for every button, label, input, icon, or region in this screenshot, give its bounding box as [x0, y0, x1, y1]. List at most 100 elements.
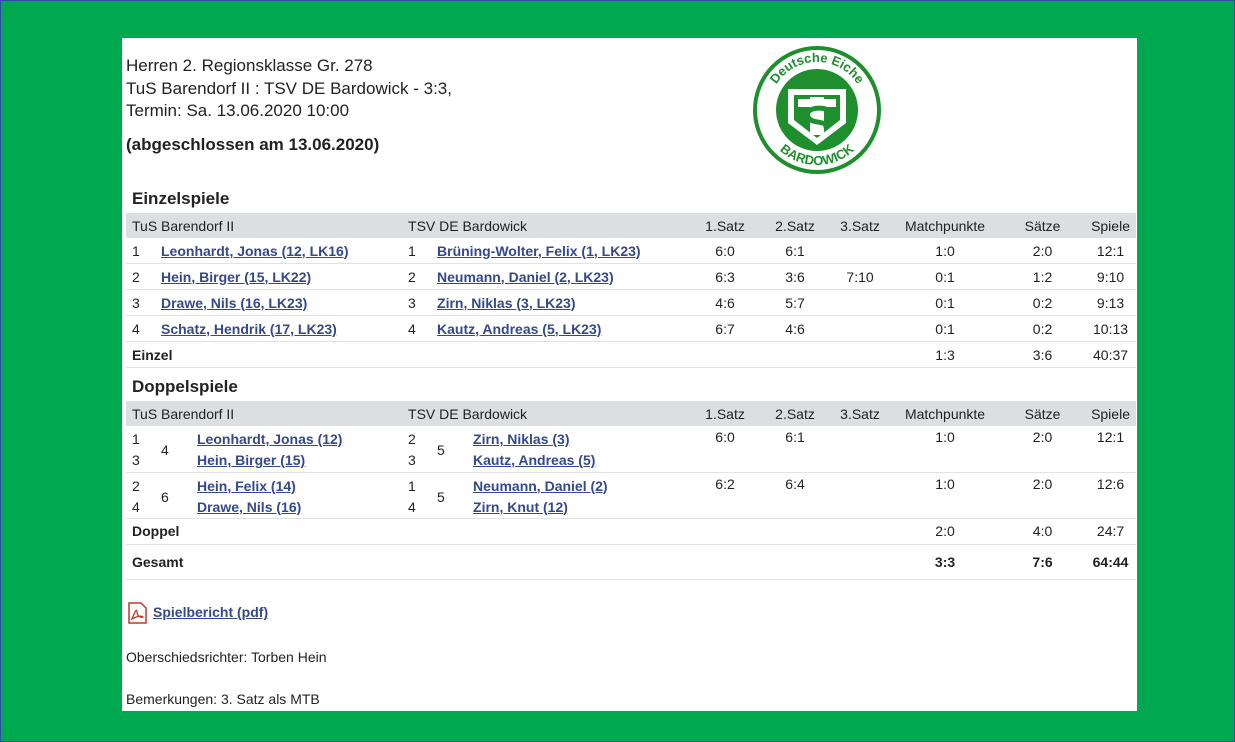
- remarks: Bemerkungen: 3. Satz als MTB: [126, 691, 320, 707]
- games: 10:13: [1085, 315, 1137, 342]
- set-score: 6:1: [760, 426, 831, 473]
- set-score: 6:7: [690, 315, 761, 342]
- set-score: 6:3: [690, 263, 761, 290]
- matchpoints: 0:1: [890, 289, 1001, 316]
- matchpoints: 1:0: [890, 238, 1001, 264]
- pair-names: Hein, Felix (14) Drawe, Nils (16): [197, 476, 301, 518]
- player-link[interactable]: Zirn, Niklas (3, LK23): [437, 294, 576, 311]
- column-header: 1.Satz: [690, 401, 761, 426]
- name-line: Kautz, Andreas (5): [473, 450, 595, 471]
- logo-year: v.1899: [801, 73, 834, 85]
- column-header: 2.Satz: [760, 213, 831, 238]
- referee: Oberschiedsrichter: Torben Hein: [126, 649, 327, 665]
- set-score: 5:7: [760, 289, 831, 316]
- player-link[interactable]: Zirn, Niklas (3): [473, 431, 570, 447]
- column-header: 3.Satz: [830, 213, 891, 238]
- player-cell: 5 Neumann, Daniel (2) Zirn, Knut (12): [431, 472, 691, 519]
- position: 4: [402, 315, 432, 342]
- match-row: 2 Hein, Birger (15, LK22) 2 Neumann, Daniel…: [126, 263, 1137, 290]
- column-header: Matchpunkte: [890, 213, 1001, 238]
- player-link[interactable]: Kautz, Andreas (5): [473, 452, 596, 468]
- position-line: 4: [132, 498, 140, 515]
- column-header: 3.Satz: [830, 401, 891, 426]
- player-link[interactable]: Schatz, Hendrik (17, LK23): [161, 320, 337, 337]
- column-header: Spiele: [1085, 401, 1137, 426]
- match-row: 4 Schatz, Hendrik (17, LK23) 4 Kautz, Andre…: [126, 315, 1137, 342]
- player-cell: Kautz, Andreas (5, LK23): [431, 315, 691, 342]
- column-header: 1.Satz: [690, 213, 761, 238]
- player-cell: Drawe, Nils (16, LK23): [155, 289, 403, 316]
- overall-row: Gesamt 3:3 7:6 64:44: [126, 544, 1137, 580]
- player-cell: 6 Hein, Felix (14) Drawe, Nils (16): [155, 472, 403, 519]
- set-score: 6:0: [690, 426, 761, 473]
- match-row: 1 Leonhardt, Jonas (12, LK16) 1 Brüning-Wol…: [126, 238, 1137, 264]
- player-link[interactable]: Drawe, Nils (16, LK23): [161, 294, 308, 311]
- sets-won: 0:2: [1000, 315, 1086, 342]
- pair-names: Leonhardt, Jonas (12) Hein, Birger (15): [197, 429, 342, 471]
- total-row: Einzel 1:3 3:6 40:37: [126, 341, 1137, 368]
- pair-names: Neumann, Daniel (2) Zirn, Knut (12): [473, 476, 608, 518]
- doubles-title: Doppelspiele: [132, 377, 238, 396]
- player-cell: 4 Leonhardt, Jonas (12) Hein, Birger (15): [155, 426, 403, 473]
- player-link[interactable]: Hein, Birger (15): [197, 452, 306, 468]
- player-cell: Brüning-Wolter, Felix (1, LK23): [431, 238, 691, 264]
- column-header: TuS Barendorf II: [126, 401, 403, 426]
- name-line: Hein, Birger (15): [197, 450, 342, 471]
- doubles-table: TuS Barendorf II TSV DE Bardowick 1.Satz 2.…: [126, 401, 1137, 580]
- column-header: TSV DE Bardowick: [402, 401, 691, 426]
- set-score: [830, 426, 891, 473]
- set-score: 6:2: [690, 472, 761, 519]
- position: 1: [126, 238, 155, 264]
- pdf-icon: [128, 602, 147, 624]
- sets-won: 2:0: [1000, 238, 1086, 264]
- position-line: 2: [408, 431, 416, 447]
- match-row: 1 3 4 Leonhardt, Jonas (12) Hein, Birger (15…: [126, 426, 1137, 473]
- set-score: 4:6: [760, 315, 831, 342]
- total-label: Gesamt: [126, 544, 891, 580]
- games: 12:6: [1085, 472, 1137, 519]
- report-link[interactable]: Spielbericht (pdf): [153, 604, 269, 620]
- sets-won: 0:2: [1000, 289, 1086, 316]
- column-header: Sätze: [1000, 401, 1086, 426]
- column-header: Matchpunkte: [890, 401, 1001, 426]
- player-link[interactable]: Leonhardt, Jonas (12): [197, 431, 343, 447]
- name-line: Leonhardt, Jonas (12): [197, 429, 342, 450]
- total-matchpoints: 3:3: [890, 544, 1001, 580]
- player-link[interactable]: Neumann, Daniel (2): [473, 477, 608, 494]
- set-score: 6:4: [760, 472, 831, 519]
- set-score: [830, 472, 891, 519]
- player-pair: 4 Leonhardt, Jonas (12) Hein, Birger (15): [161, 429, 402, 471]
- total-label: Einzel: [126, 341, 891, 368]
- sets-won: 2:0: [1000, 426, 1086, 473]
- column-header: TuS Barendorf II: [126, 213, 403, 238]
- games: 12:1: [1085, 238, 1137, 264]
- logo: Deutsche Eiche v.1899 BARDOWICK: [753, 46, 881, 174]
- player-link[interactable]: Hein, Felix (14): [197, 477, 296, 494]
- total-games: 40:37: [1085, 341, 1137, 368]
- set-score: [830, 315, 891, 342]
- player-link[interactable]: Neumann, Daniel (2, LK23): [437, 268, 614, 285]
- player-link[interactable]: Brüning-Wolter, Felix (1, LK23): [437, 242, 641, 259]
- matchpoints: 1:0: [890, 472, 1001, 519]
- games: 12:1: [1085, 426, 1137, 473]
- player-link[interactable]: Kautz, Andreas (5, LK23): [437, 320, 602, 337]
- matchpoints: 0:1: [890, 263, 1001, 290]
- position: 4: [126, 315, 155, 342]
- set-score: 4:6: [690, 289, 761, 316]
- player-link[interactable]: Zirn, Knut (12): [473, 498, 568, 515]
- pair-rank: 5: [437, 488, 445, 505]
- pair-rank: 4: [161, 442, 169, 458]
- set-score: [830, 289, 891, 316]
- position: 2: [126, 263, 155, 290]
- total-sets-won: 3:6: [1000, 341, 1086, 368]
- player-link[interactable]: Drawe, Nils (16): [197, 498, 302, 515]
- position-line: 1: [408, 477, 416, 494]
- player-link[interactable]: Leonhardt, Jonas (12, LK16): [161, 242, 349, 259]
- set-score: [830, 238, 891, 264]
- column-header: Spiele: [1085, 213, 1137, 238]
- sets-won: 2:0: [1000, 472, 1086, 519]
- player-cell: Schatz, Hendrik (17, LK23): [155, 315, 403, 342]
- player-link[interactable]: Hein, Birger (15, LK22): [161, 268, 312, 285]
